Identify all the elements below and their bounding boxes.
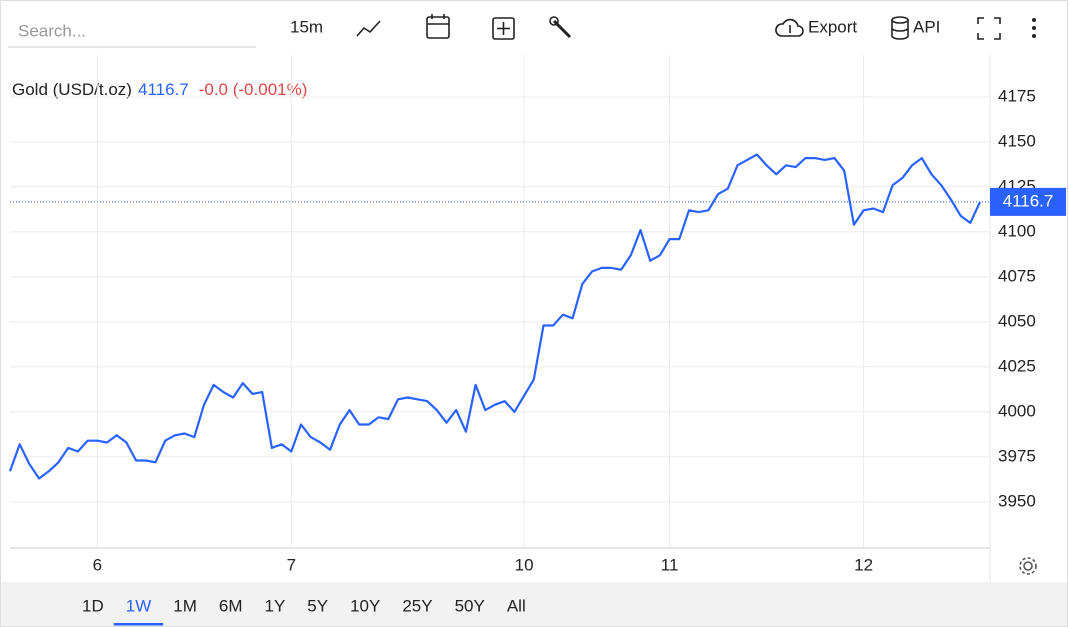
y-tick-label: 4050 — [998, 311, 1036, 330]
range-button[interactable]: All — [507, 596, 526, 615]
y-tick-label: 4000 — [998, 401, 1036, 420]
y-tick-label: 4175 — [998, 86, 1036, 105]
y-tick-label: 3975 — [998, 446, 1036, 465]
y-tick-label: 4100 — [998, 221, 1036, 240]
last-price: 4116.7 — [138, 80, 189, 99]
range-button[interactable]: 1Y — [264, 596, 285, 615]
calendar-icon[interactable] — [426, 14, 450, 39]
add-indicator-icon[interactable] — [492, 17, 515, 40]
range-button[interactable]: 1M — [173, 596, 197, 615]
range-button[interactable]: 25Y — [402, 596, 432, 615]
settings-wrench-icon[interactable] — [549, 16, 572, 39]
last-price-badge-label: 4116.7 — [1003, 191, 1054, 210]
search-input[interactable]: Search... — [18, 21, 86, 40]
y-tick-label: 3950 — [998, 491, 1036, 510]
more-menu-icon[interactable] — [1032, 18, 1036, 38]
range-button[interactable]: 1W — [126, 596, 152, 615]
range-button[interactable]: 10Y — [350, 596, 380, 615]
price-change: -0.0 (-0.001%) — [199, 80, 308, 99]
y-tick-label: 4025 — [998, 356, 1036, 375]
x-tick-label: 11 — [661, 555, 679, 574]
axis-settings-icon[interactable] — [1019, 557, 1037, 575]
api-icon[interactable] — [891, 16, 909, 40]
x-tick-label: 7 — [287, 555, 296, 574]
x-tick-label: 12 — [854, 555, 873, 574]
range-button[interactable]: 5Y — [307, 596, 328, 615]
range-button[interactable]: 1D — [82, 596, 104, 615]
x-tick-label: 6 — [93, 555, 102, 574]
interval-button[interactable]: 15m — [290, 17, 323, 36]
last-price-badge — [990, 187, 1066, 216]
range-bar — [1, 582, 1067, 626]
export-icon[interactable] — [775, 18, 804, 37]
api-button[interactable]: API — [913, 17, 940, 36]
x-tick-label: 10 — [515, 555, 534, 574]
range-button[interactable]: 6M — [219, 596, 243, 615]
chart-header: Gold (USD/t.oz) 4116.7 -0.0 (-0.001%) — [12, 80, 307, 99]
chart-title: Gold (USD/t.oz) — [12, 80, 132, 99]
range-selected-underline — [113, 623, 164, 626]
export-button[interactable]: Export — [808, 17, 857, 36]
y-tick-label: 4150 — [998, 131, 1036, 150]
range-button[interactable]: 50Y — [455, 596, 485, 615]
fullscreen-icon[interactable] — [977, 17, 1001, 40]
chart-type-icon[interactable] — [356, 20, 381, 37]
price-line — [8, 153, 981, 480]
y-tick-label: 4075 — [998, 266, 1036, 285]
